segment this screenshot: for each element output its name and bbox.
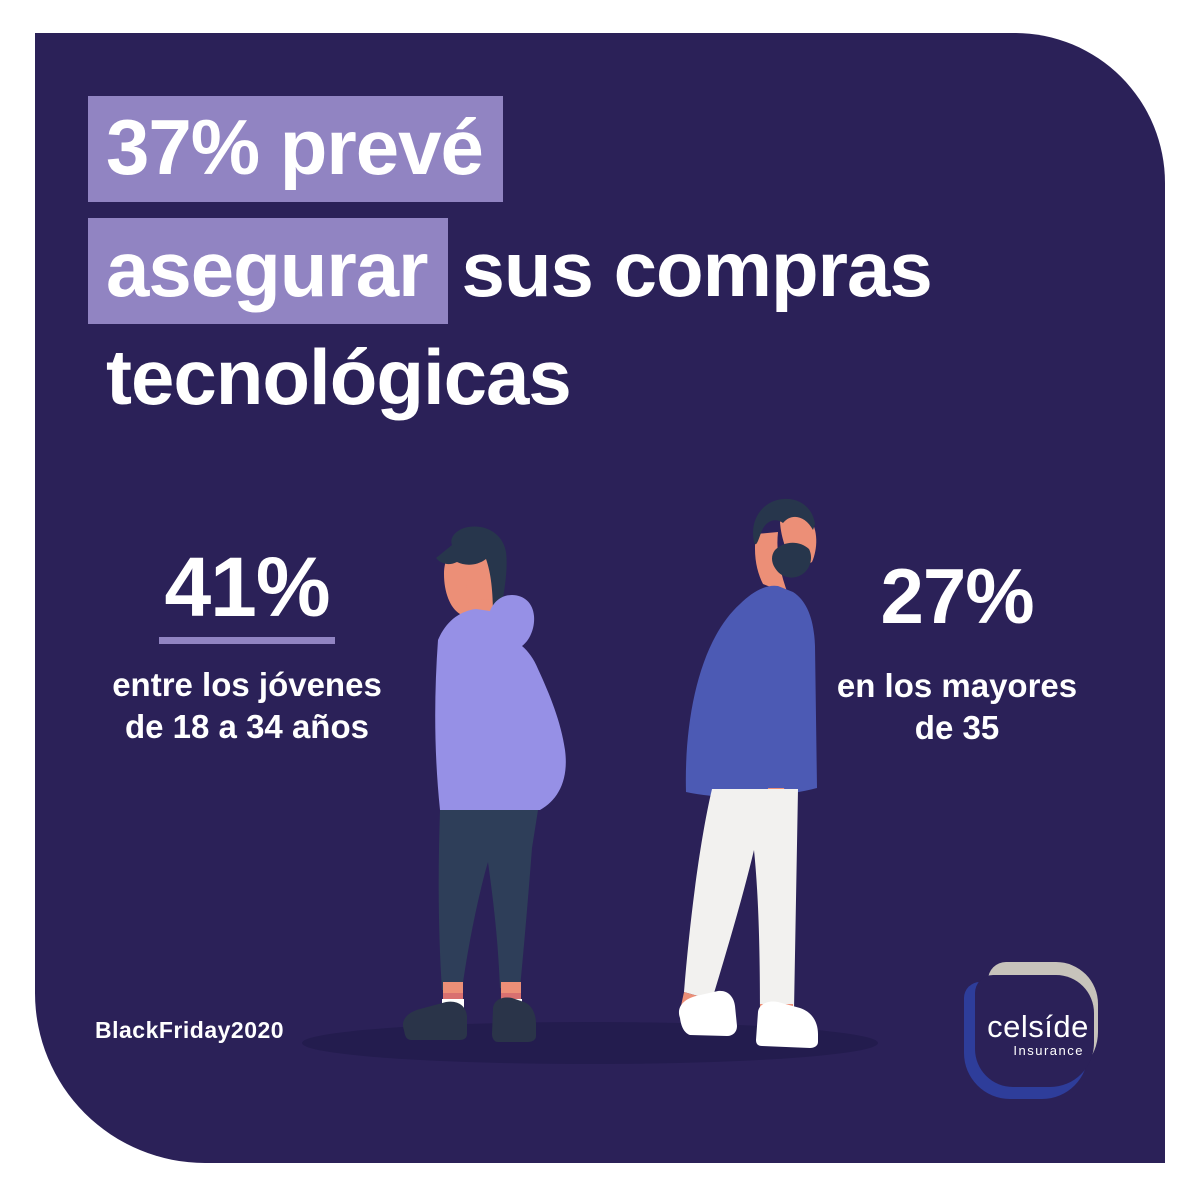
older-man-illustration — [678, 498, 818, 1048]
stat-young-underline — [159, 637, 335, 644]
stat-older-label-line1: en los mayores — [836, 667, 1078, 704]
headline-highlight-1: 37% prevé — [88, 96, 503, 202]
logo-brand-text: celsíde — [987, 1009, 1089, 1044]
stat-older: 27% en los mayores de 35 — [797, 557, 1117, 749]
logo-navy-square-icon — [975, 975, 1094, 1087]
stat-young-label-line2: de 18 a 34 años — [125, 708, 369, 745]
young-person-illustration — [402, 526, 566, 1042]
stat-older-label: en los mayores de 35 — [797, 665, 1117, 749]
logo-subtitle-text: Insurance — [1013, 1043, 1084, 1058]
stat-young-label-line1: entre los jóvenes — [112, 666, 382, 703]
headline-line1: 37% prevé — [88, 96, 503, 202]
headline-highlight-2: asegurar — [88, 218, 448, 324]
headline-line2: asegurar sus compras — [88, 218, 933, 324]
stat-young-value: 41% — [164, 540, 330, 634]
stat-older-label-line2: de 35 — [914, 709, 1000, 746]
headline-line3: tecnológicas — [106, 333, 572, 421]
stat-young: 41% entre los jóvenes de 18 a 34 años — [87, 545, 407, 748]
celside-logo: celsíde Insurance — [958, 955, 1108, 1105]
stat-young-label: entre los jóvenes de 18 a 34 años — [87, 664, 407, 748]
people-illustration — [302, 498, 878, 1064]
headline-line2-rest: sus compras — [461, 225, 933, 313]
hashtag-label: BlackFriday2020 — [95, 1017, 285, 1043]
poster-card: 37% prevé asegurar sus compras tecnológic… — [35, 33, 1165, 1163]
stat-older-value: 27% — [880, 552, 1034, 640]
